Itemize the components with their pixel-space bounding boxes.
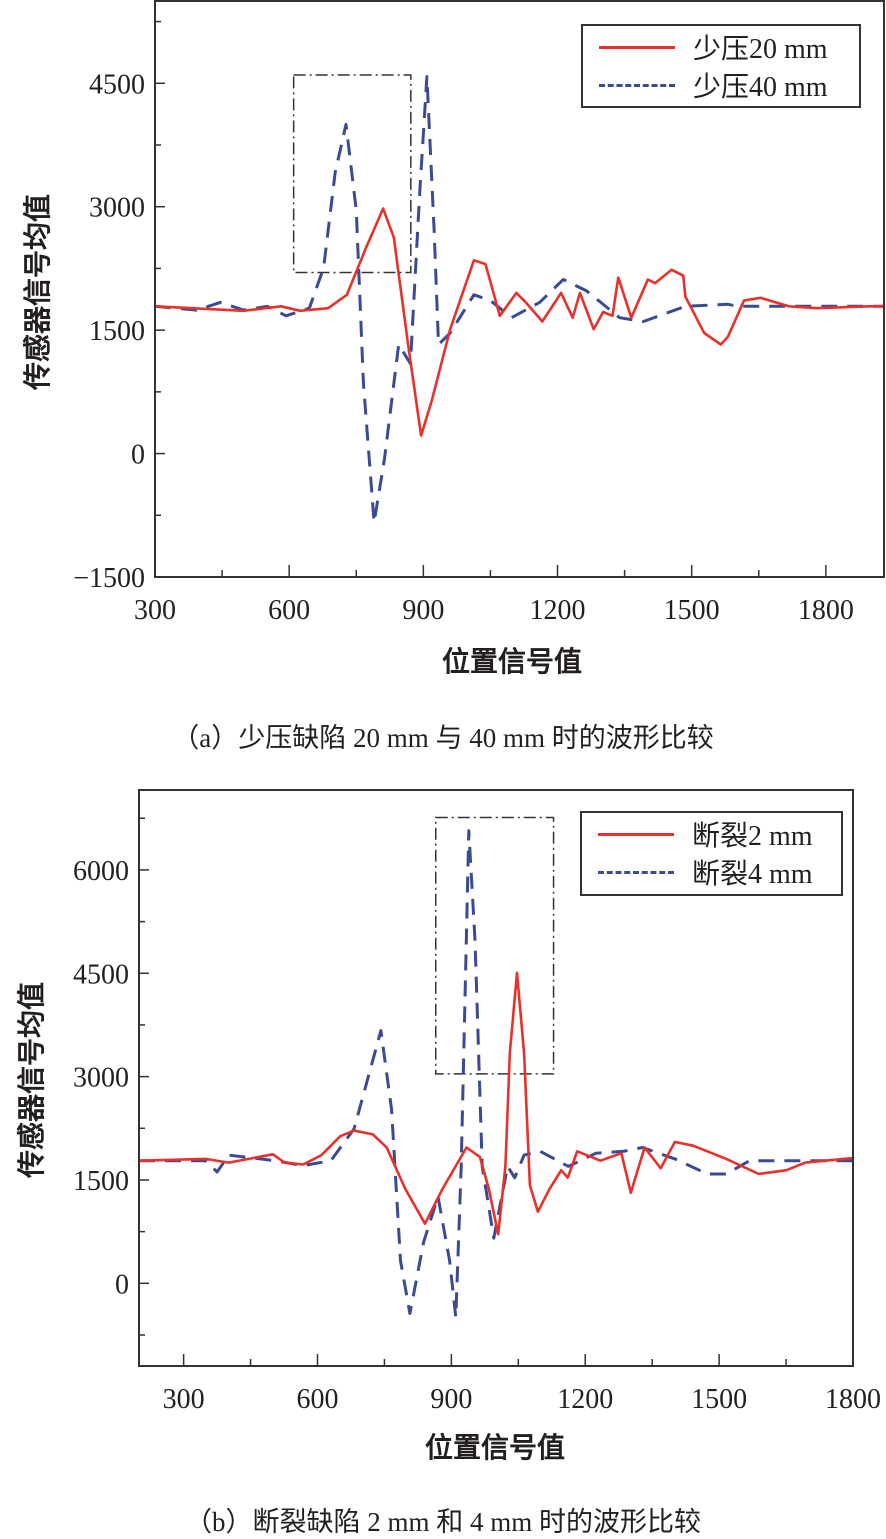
- solid-series-line: [155, 207, 884, 437]
- dashed-series-line: [139, 829, 853, 1319]
- solid-series-line: [139, 971, 853, 1236]
- dashed-line-swatch: [598, 870, 674, 874]
- legend-label: 少压20 mm: [693, 34, 828, 65]
- y-tick-label: 3000: [73, 1063, 129, 1094]
- y-tick-label: 4500: [89, 69, 145, 100]
- plot-frame: [154, 0, 885, 578]
- dashed-series-line: [155, 75, 884, 524]
- chart-a: 300 600 900 1200 1500 1800 −1500 0 1500 3000 4500: [73, 0, 885, 626]
- x-tick-label: 900: [430, 1384, 472, 1415]
- x-tick-label: 1800: [798, 595, 854, 626]
- x-tick-label: 300: [134, 595, 176, 626]
- y-tick-label: 0: [131, 440, 145, 471]
- y-tick-label: 1500: [73, 1166, 129, 1197]
- x-tick-label: 600: [268, 595, 310, 626]
- chart-b-y-axis-label: 传感器信号均值: [15, 982, 48, 1179]
- dashed-line-swatch: [599, 83, 675, 87]
- x-tick-label: 1500: [691, 1384, 747, 1415]
- x-tick-label: 1200: [557, 1384, 613, 1415]
- y-tick-label: 0: [115, 1269, 129, 1300]
- legend-entry: 少压20 mm: [591, 28, 851, 66]
- x-tick-label: 1800: [825, 1384, 881, 1415]
- legend-label: 断裂2 mm: [692, 821, 813, 852]
- y-tick-label: 6000: [73, 856, 129, 887]
- chart-a-y-axis-label: 传感器信号均值: [21, 194, 54, 391]
- chart-a-caption: （a）少压缺陷 20 mm 与 40 mm 时的波形比较: [172, 723, 714, 753]
- legend-entry: 断裂4 mm: [590, 853, 833, 891]
- legend-entry: 少压40 mm: [591, 66, 851, 104]
- chart-a-legend: 少压20 mm 少压40 mm: [581, 24, 861, 108]
- plot-frame: [138, 789, 854, 1367]
- highlight-box: [435, 816, 555, 1075]
- legend-label: 少压40 mm: [693, 72, 828, 103]
- solid-line-swatch: [599, 45, 675, 49]
- y-tick-label: 3000: [89, 193, 145, 224]
- chart-b-x-axis-label: 位置信号值: [424, 1431, 566, 1464]
- legend-entry: 断裂2 mm: [590, 815, 833, 853]
- chart-b: 300 600 900 1200 1500 1800 0 1500 3000 4500 6000: [73, 789, 881, 1415]
- y-tick-label: 1500: [89, 316, 145, 347]
- x-tick-label: 1500: [664, 595, 720, 626]
- y-tick-label: 4500: [73, 959, 129, 990]
- legend-label: 断裂4 mm: [692, 859, 813, 890]
- solid-line-swatch: [598, 832, 674, 836]
- x-tick-label: 300: [163, 1384, 205, 1415]
- x-tick-label: 1200: [530, 595, 586, 626]
- x-tick-label: 900: [402, 595, 444, 626]
- highlight-box: [292, 74, 412, 274]
- chart-b-caption: （b）断裂缺陷 2 mm 和 4 mm 时的波形比较: [184, 1507, 702, 1537]
- x-tick-label: 600: [297, 1384, 339, 1415]
- chart-b-legend: 断裂2 mm 断裂4 mm: [580, 811, 843, 896]
- y-tick-label: −1500: [73, 563, 145, 594]
- chart-a-x-axis-label: 位置信号值: [441, 645, 583, 678]
